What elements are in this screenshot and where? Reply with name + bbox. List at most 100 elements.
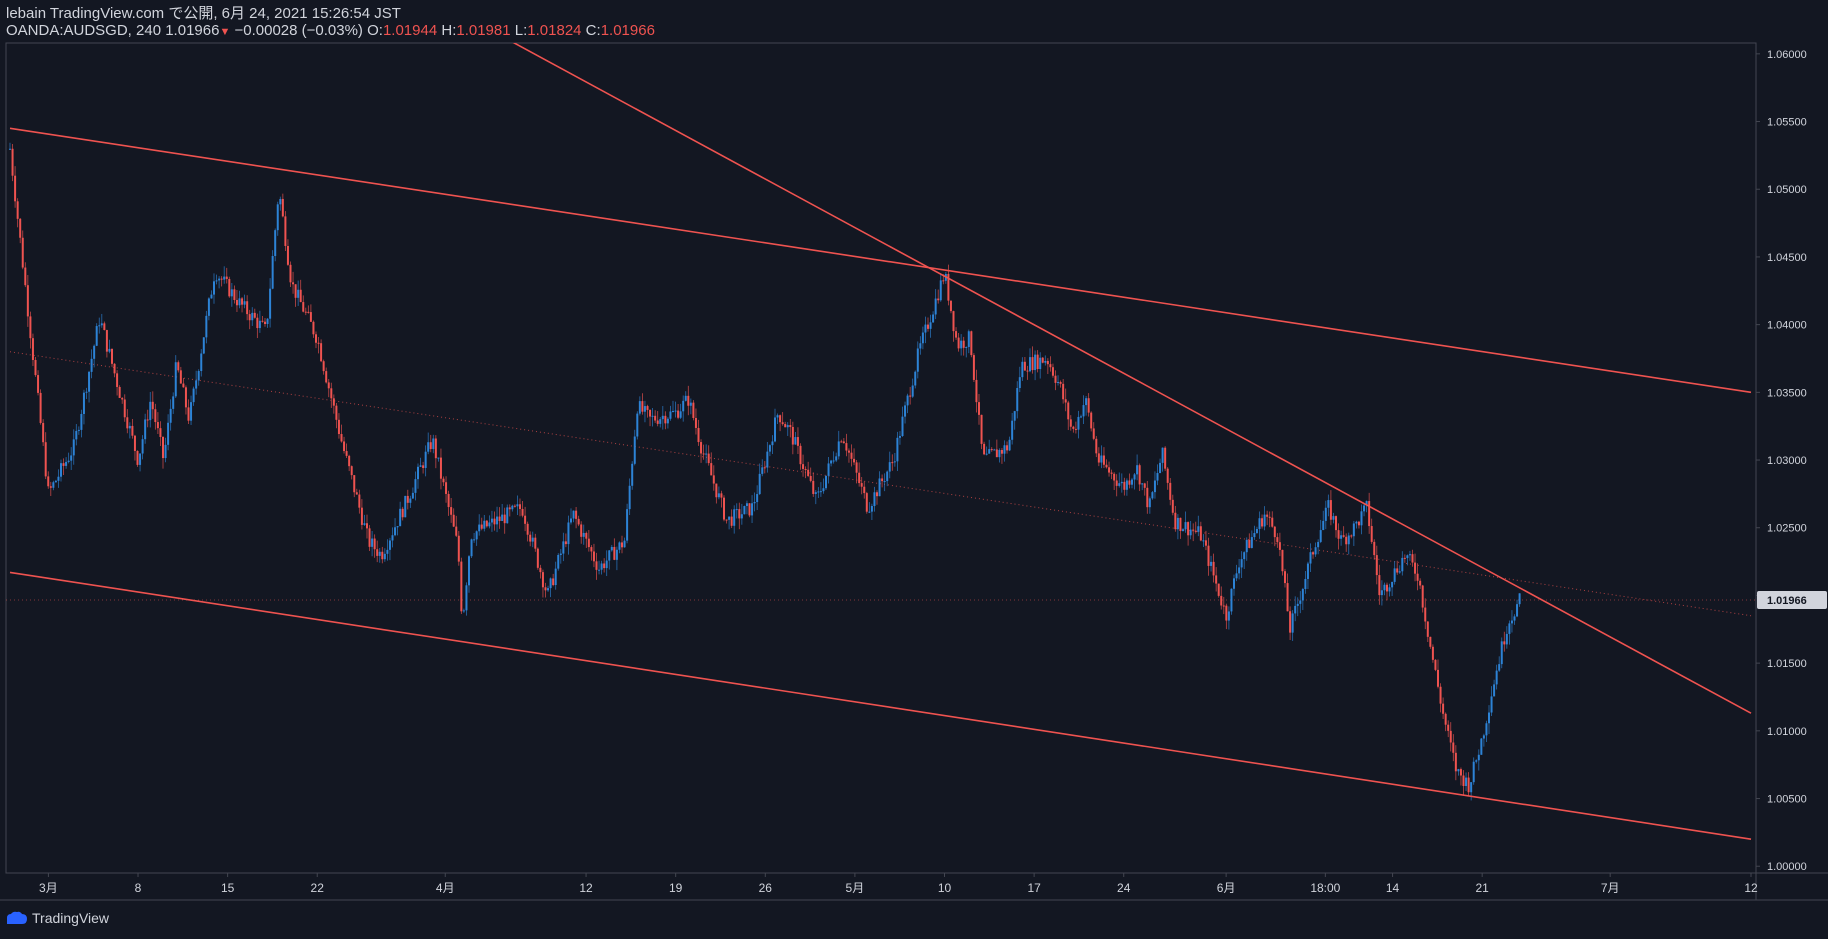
candle-body [712,475,715,484]
candle-body [837,441,840,457]
candle-body [1408,554,1411,556]
candle-body [1477,754,1480,761]
candle-body [526,523,529,535]
candle-body [1480,738,1483,755]
candle-body [1227,611,1230,621]
candle-body [881,478,884,482]
candle-body [1398,571,1401,573]
candle-body [21,237,24,268]
candle-body [136,450,139,465]
candle-body [1192,529,1195,531]
candle-body [42,422,45,443]
candle-body [65,461,68,466]
candle-body [108,348,111,352]
candle-body [1268,516,1271,518]
candle-body [615,549,618,560]
candle-body [1352,523,1355,537]
candle-body [531,537,534,542]
candle-body [1166,468,1169,483]
candle-body [1284,571,1286,584]
candle-body [646,406,649,410]
candle-body [934,298,937,315]
candle-body [1064,399,1067,403]
candle-body [684,395,687,401]
candle-body [983,443,986,455]
candle-body [429,442,432,450]
tradingview-brand[interactable]: TradingView [6,910,109,926]
candle-body [1470,782,1473,793]
candle-body [1421,585,1424,608]
candle-body [1294,605,1297,614]
candle-body [401,508,404,518]
candle-body [1337,530,1340,539]
candle-body [447,493,450,508]
candle-body [498,516,501,521]
candle-body [809,475,812,481]
candle-body [1202,540,1205,542]
candle-body [605,560,608,569]
candle-body [1503,641,1506,645]
candle-body [865,493,868,512]
candle-body [360,507,363,525]
candle-body [1345,536,1348,545]
candle-body [1493,684,1496,697]
candle-body [388,540,391,550]
candle-body [677,410,680,418]
open-label: O: [362,22,383,39]
candle-body [1383,584,1386,591]
candle-body [1373,541,1376,556]
candle-body [901,416,904,437]
candle-body [516,504,519,507]
candle-body [62,463,65,466]
candle-body [842,441,845,444]
candle-body [131,425,134,436]
candle-body [1368,501,1371,527]
candle-body [1118,483,1121,486]
candle-body [396,526,399,528]
candle-body [562,541,565,554]
x-tick-label: 7月 [1601,881,1620,895]
candle-body [29,316,32,339]
candle-body [1023,361,1026,371]
y-tick-label: 1.00000 [1767,861,1807,873]
candle-body [753,502,756,504]
candle-body [789,425,792,427]
x-tick-label: 10 [938,881,952,895]
candle-body [121,397,124,400]
candle-body [664,415,667,424]
candle-body [911,385,914,397]
last-price-badge [1757,591,1827,610]
candle-body [592,551,595,562]
candle-body [1074,428,1077,430]
chart-header: lebain TradingView.com で公開, 6月 24, 2021 … [6,5,655,41]
candle-body [1235,573,1238,579]
x-tick-label: 6月 [1217,881,1236,895]
x-tick-label: 12 [579,881,593,895]
candle-body [710,463,713,476]
candle-body [14,175,17,202]
candle-body [1490,696,1493,713]
candle-body [1342,535,1345,537]
candle-body [1069,419,1072,427]
candle-body [154,409,157,423]
candle-body [151,401,154,410]
candle-body [343,441,346,452]
candle-body [768,445,771,452]
candle-body [105,330,108,352]
candle-body [967,331,970,347]
candle-body [1355,521,1358,524]
candle-body [529,534,532,542]
x-tick-label: 14 [1386,881,1400,895]
candle-body [1322,520,1325,531]
candle-body [149,401,152,421]
candle-body [1457,769,1460,772]
candle-body [501,514,504,521]
candle-body [1006,445,1009,451]
candle-body [590,547,593,552]
candle-body [883,481,886,483]
candle-body [730,516,733,526]
candle-body [1301,589,1304,601]
candle-body [223,276,226,280]
candle-body [284,216,287,246]
